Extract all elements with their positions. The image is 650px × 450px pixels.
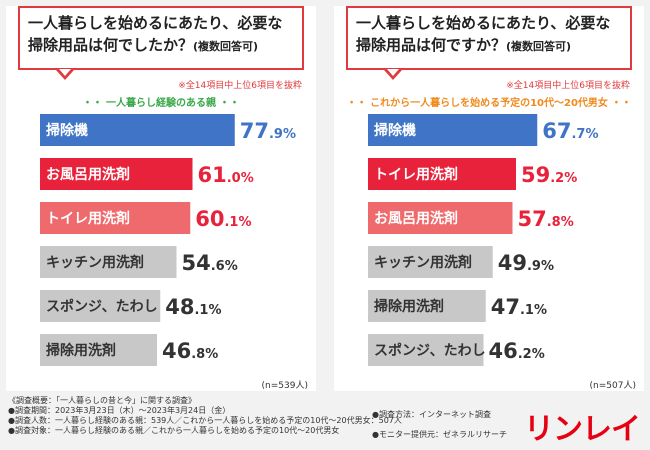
- left-value-label-1: 61.0%: [198, 163, 254, 187]
- left-bar-5: [40, 334, 157, 366]
- left-question-sub: (複数回答可): [193, 40, 259, 53]
- right-bar-label-5: スポンジ、たわし: [374, 342, 486, 359]
- footer-overview: 《調査概要：「一人暮らしの昔と今」に関する調査》: [8, 396, 196, 405]
- left-bar-label-3: キッチン用洗剤: [46, 254, 144, 271]
- left-question-line2: 掃除用品は何でしたか？: [28, 36, 194, 54]
- right-bar-chart: 掃除機 67.7% トイレ用洗剤 59.2% お風呂用洗剤 57.8% キッチン用洗剤 49.…: [368, 114, 599, 366]
- right-bar-1: [368, 158, 516, 190]
- right-question-sub: (複数回答可): [506, 40, 572, 53]
- right-bar-0: [368, 114, 538, 146]
- right-value-label-3: 49.9%: [498, 251, 554, 275]
- right-note: ※全14項目中上位6項目を抜粋: [506, 81, 630, 91]
- left-bar-chart: 掃除機 77.9% お風呂用洗剤 61.0% トイレ用洗剤 60.1% キッチン用洗剤 54.…: [40, 114, 296, 366]
- right-bar-label-1: トイレ用洗剤: [374, 166, 458, 183]
- brand-logo: リンレイ: [524, 412, 641, 447]
- footer-sample: ●調査人数：一人暮らし経験のある親：539人／これから一人暮らしを始める予定の1…: [8, 416, 402, 425]
- left-sample-size: (n=539人): [261, 381, 308, 391]
- left-group-label: ・・ 一人暮らし経験のある親 ・・: [82, 98, 240, 109]
- survey-footer: 《調査概要：「一人暮らしの昔と今」に関する調査》 ●調査期間：2023年3月23…: [6, 396, 646, 446]
- left-note: ※全14項目中上位6項目を抜粋: [178, 81, 302, 91]
- left-panel: 一人暮らしを始めるにあたり、必要な 掃除用品は何でしたか？(複数回答可) ※全1…: [6, 6, 316, 391]
- right-value-label-1: 59.2%: [521, 163, 577, 187]
- left-bar-3: [40, 246, 177, 278]
- left-bar-label-2: トイレ用洗剤: [46, 210, 130, 227]
- left-value-label-0: 77.9%: [240, 119, 296, 143]
- footer-provider: ●モニター提供元：ゼネラルリサーチ: [372, 430, 507, 439]
- right-question-box: 一人暮らしを始めるにあたり、必要な 掃除用品は何ですか？(複数回答可): [346, 6, 632, 70]
- right-value-label-5: 46.2%: [489, 339, 545, 363]
- right-bar-4: [368, 290, 486, 322]
- right-value-label-0: 67.7%: [542, 119, 598, 143]
- left-bar-label-1: お風呂用洗剤: [46, 166, 130, 183]
- left-value-label-5: 46.8%: [162, 339, 218, 363]
- footer-method: ●調査方法：インターネット調査: [372, 410, 491, 419]
- right-bar-label-0: 掃除機: [374, 122, 416, 139]
- left-bar-label-0: 掃除機: [46, 122, 88, 139]
- left-question-box: 一人暮らしを始めるにあたり、必要な 掃除用品は何でしたか？(複数回答可): [18, 6, 304, 70]
- right-sample-size: (n=507人): [589, 381, 636, 391]
- left-bar-label-5: 掃除用洗剤: [46, 342, 116, 359]
- left-bar-2: [40, 202, 191, 234]
- right-panel: 一人暮らしを始めるにあたり、必要な 掃除用品は何ですか？(複数回答可) ※全14…: [334, 6, 644, 391]
- right-value-label-2: 57.8%: [518, 207, 574, 231]
- left-question-line1: 一人暮らしを始めるにあたり、必要な: [28, 14, 283, 32]
- right-bar-label-4: 掃除用洗剤: [374, 298, 444, 315]
- left-bar-4: [40, 290, 161, 322]
- left-value-label-3: 54.6%: [182, 251, 238, 275]
- left-bar-label-4: スポンジ、たわし: [46, 298, 158, 315]
- left-value-label-2: 60.1%: [195, 207, 251, 231]
- right-bar-label-3: キッチン用洗剤: [374, 254, 472, 271]
- right-bar-3: [368, 246, 493, 278]
- left-value-label-4: 48.1%: [165, 295, 221, 319]
- right-group-label: ・・ これから一人暮らしを始める予定の10代～20代男女 ・・: [346, 98, 632, 109]
- right-question-line1: 一人暮らしを始めるにあたり、必要な: [356, 14, 611, 32]
- footer-period: ●調査期間：2023年3月23日（木）～2023年3月24日（金）: [8, 406, 231, 415]
- right-bar-2: [368, 202, 513, 234]
- left-bar-1: [40, 158, 193, 190]
- right-value-label-4: 47.1%: [491, 295, 547, 319]
- left-bar-0: [40, 114, 235, 146]
- right-bar-5: [368, 334, 484, 366]
- footer-target: ●調査対象：一人暮らし経験のある親／これから一人暮らしを始める予定の10代～20…: [8, 426, 340, 435]
- right-bar-label-2: お風呂用洗剤: [374, 210, 458, 227]
- right-question-line2: 掃除用品は何ですか？: [356, 36, 507, 54]
